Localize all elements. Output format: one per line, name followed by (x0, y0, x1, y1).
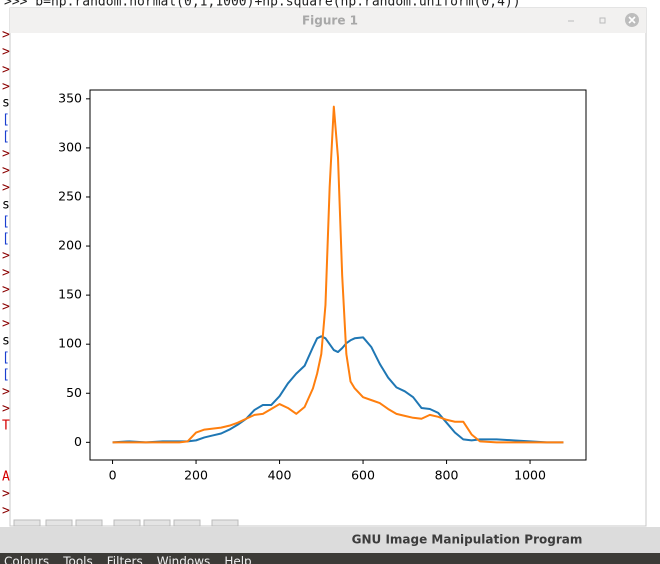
menu-item[interactable]: Tools (62, 555, 93, 564)
terminal-line: > (2, 487, 10, 502)
terminal-line: > (2, 266, 10, 281)
terminal-line: > (2, 385, 10, 400)
window-titlebar (10, 8, 646, 33)
tool-button[interactable] (143, 519, 171, 527)
terminal-line: > (2, 402, 10, 417)
terminal-line: s (2, 96, 10, 111)
x-tick-label: 600 (351, 468, 375, 483)
window-title: Figure 1 (302, 14, 358, 28)
line-series (112, 105, 564, 444)
terminal-line: s (2, 334, 10, 349)
line-series (112, 335, 564, 444)
tool-button[interactable] (75, 519, 103, 527)
y-tick-label: 100 (58, 336, 82, 351)
terminal-line: [ (2, 113, 10, 128)
terminal-line: > (2, 80, 10, 95)
terminal-line: [ (2, 232, 10, 247)
gimp-titlebar (0, 527, 660, 553)
x-tick-label: 800 (435, 468, 459, 483)
x-tick-label: 1000 (514, 468, 546, 483)
terminal-line: [ (2, 215, 10, 230)
tool-button[interactable] (13, 519, 41, 527)
y-tick-label: 350 (58, 90, 82, 105)
terminal-prompt: >>> b=np.random.normal(0,1,1000)+np.squa… (4, 0, 521, 10)
terminal-line: T (2, 419, 10, 434)
toolbar (13, 519, 239, 527)
x-tick-label: 200 (184, 468, 208, 483)
x-tick-label: 400 (268, 468, 292, 483)
terminal-line: s (2, 198, 10, 213)
tool-button[interactable] (173, 519, 201, 527)
terminal-line: > (2, 249, 10, 264)
menu-item[interactable]: Help (224, 555, 251, 564)
terminal-line: > (2, 45, 10, 60)
x-tick-label: 0 (109, 468, 117, 483)
y-tick-label: 200 (58, 238, 82, 253)
terminal-line: > (2, 63, 10, 78)
terminal-line: > (2, 181, 10, 196)
terminal-line: > (2, 164, 10, 179)
menu-item[interactable]: Filters (107, 555, 143, 564)
terminal-line: > (2, 147, 10, 162)
y-tick-label: 250 (58, 188, 82, 203)
tool-button[interactable] (211, 519, 239, 527)
terminal-line: [ (2, 130, 10, 145)
terminal-line: [ (2, 368, 10, 383)
terminal-line: > (2, 300, 10, 315)
y-tick-label: 300 (58, 139, 82, 154)
terminal-line: > (2, 28, 10, 43)
terminal-line: A (2, 470, 10, 485)
y-tick-label: 50 (66, 385, 82, 400)
terminal-line: > (2, 317, 10, 332)
maximize-button[interactable] (599, 17, 606, 24)
gimp-title: GNU Image Manipulation Program (352, 533, 583, 547)
terminal-line: > (2, 283, 10, 298)
y-tick-label: 0 (74, 434, 82, 449)
y-tick-label: 150 (58, 287, 82, 302)
menu-item[interactable]: Windows (157, 555, 211, 564)
tool-button[interactable] (113, 519, 141, 527)
close-icon (628, 16, 636, 24)
tool-button[interactable] (45, 519, 73, 527)
terminal-line: > (2, 504, 10, 519)
menu-item[interactable]: Colours (4, 555, 49, 564)
gimp-menubar (0, 553, 660, 564)
terminal-line: [ (2, 351, 10, 366)
